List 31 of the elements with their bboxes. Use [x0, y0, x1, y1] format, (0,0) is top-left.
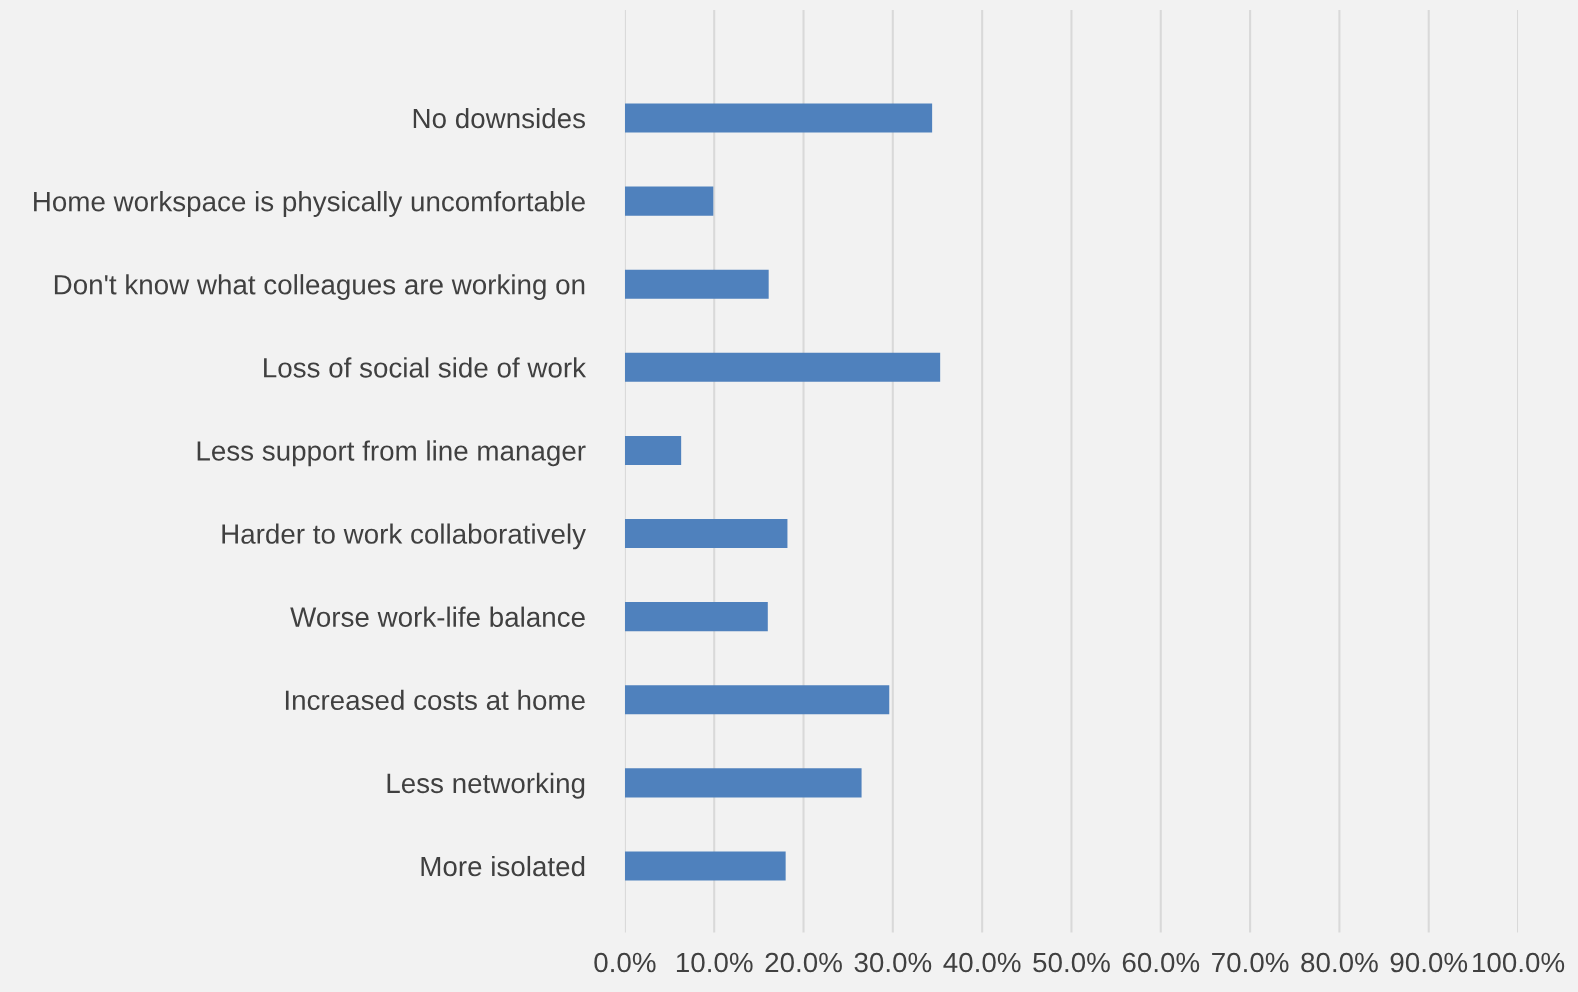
x-tick-label: 80.0%	[1301, 952, 1378, 973]
x-tick-label: 90.0%	[1390, 952, 1468, 973]
y-tick-label: Loss of social side of work	[264, 357, 587, 378]
y-tick-label: No downsides	[413, 107, 586, 129]
x-tick-label: 20.0%	[765, 952, 842, 973]
x-tick-label: 30.0%	[854, 952, 932, 973]
bar	[624, 851, 786, 881]
bar	[624, 435, 682, 465]
x-tick-label: 70.0%	[1212, 952, 1289, 973]
y-tick-label: More isolated	[421, 855, 585, 877]
y-tick-label: Don't know what colleagues are working on	[54, 274, 585, 301]
bar	[624, 685, 890, 715]
x-tick-label: 0.0%	[594, 952, 656, 973]
x-tick-label: 40.0%	[943, 952, 1021, 973]
x-tick-label: 100.0%	[1473, 952, 1565, 973]
x-tick-label: 50.0%	[1033, 952, 1110, 973]
bar	[624, 518, 788, 549]
y-tick-label: Less networking	[387, 772, 585, 799]
y-tick-label: Increased costs at home	[285, 689, 585, 711]
bar	[624, 186, 714, 216]
bar	[624, 103, 933, 133]
y-tick-label: Worse work-life balance	[290, 606, 585, 627]
y-tick-label: Less support from line manager	[197, 440, 586, 467]
x-tick-label: 10.0%	[676, 952, 753, 973]
bar	[624, 269, 769, 299]
y-tick-label: Home workspace is physically uncomfortable	[34, 191, 585, 217]
y-tick-label: Harder to work collaboratively	[222, 523, 586, 550]
bar	[624, 352, 941, 382]
bar	[624, 602, 768, 632]
x-tick-label: 60.0%	[1122, 952, 1200, 973]
bar	[624, 768, 862, 798]
